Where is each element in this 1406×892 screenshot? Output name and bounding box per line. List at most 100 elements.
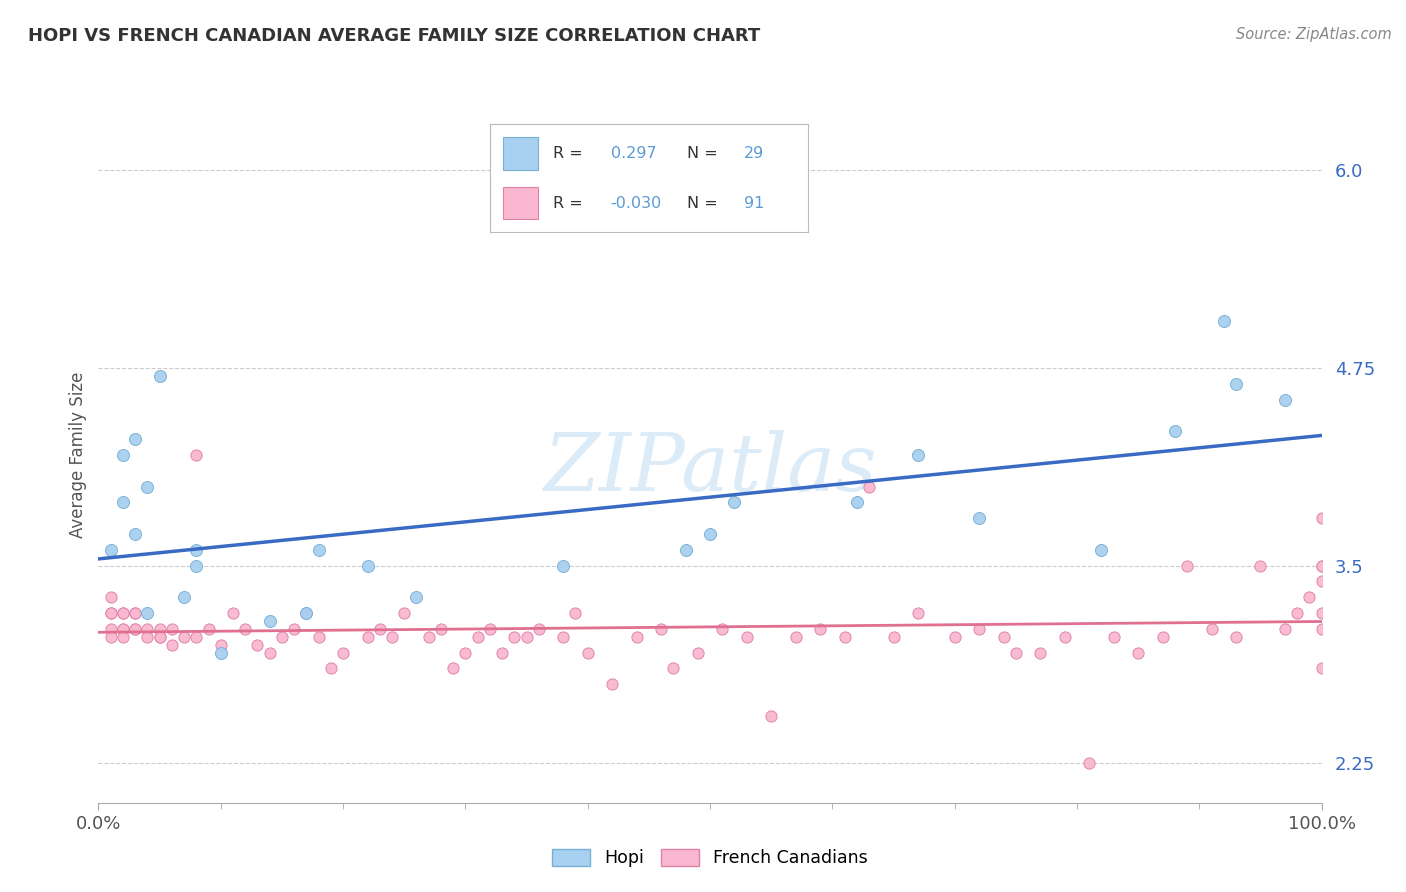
Point bbox=[553, 558, 575, 573]
Point bbox=[576, 646, 599, 660]
Point bbox=[149, 368, 172, 383]
Point bbox=[478, 622, 501, 636]
Point bbox=[454, 646, 477, 660]
Point bbox=[149, 630, 172, 644]
FancyBboxPatch shape bbox=[502, 137, 537, 169]
Point bbox=[111, 622, 134, 636]
Point bbox=[136, 630, 159, 644]
Point bbox=[173, 630, 195, 644]
Point bbox=[1128, 646, 1150, 660]
Point bbox=[1212, 313, 1234, 327]
Point bbox=[136, 479, 159, 493]
Point bbox=[124, 432, 146, 446]
Point bbox=[467, 630, 489, 644]
Legend: Hopi, French Canadians: Hopi, French Canadians bbox=[546, 842, 875, 874]
Point bbox=[173, 591, 195, 605]
Point bbox=[1286, 606, 1309, 620]
Point bbox=[527, 622, 550, 636]
Point bbox=[100, 591, 122, 605]
Point bbox=[136, 606, 159, 620]
Point bbox=[209, 638, 232, 652]
Point bbox=[907, 606, 929, 620]
Text: HOPI VS FRENCH CANADIAN AVERAGE FAMILY SIZE CORRELATION CHART: HOPI VS FRENCH CANADIAN AVERAGE FAMILY S… bbox=[28, 27, 761, 45]
Point bbox=[356, 558, 378, 573]
Point bbox=[1310, 661, 1333, 675]
Point bbox=[686, 646, 709, 660]
Point bbox=[356, 630, 378, 644]
Point bbox=[735, 630, 758, 644]
Point bbox=[600, 677, 623, 691]
Point bbox=[1164, 424, 1187, 438]
Point bbox=[259, 614, 281, 628]
Point bbox=[1310, 622, 1333, 636]
Point bbox=[332, 646, 354, 660]
Point bbox=[1274, 392, 1296, 407]
Point bbox=[186, 542, 208, 557]
Text: -0.030: -0.030 bbox=[610, 195, 662, 211]
Point bbox=[503, 630, 526, 644]
Point bbox=[186, 630, 208, 644]
Point bbox=[808, 622, 831, 636]
Point bbox=[100, 542, 122, 557]
Point bbox=[368, 622, 391, 636]
Point bbox=[111, 448, 134, 462]
Point bbox=[392, 606, 416, 620]
Point bbox=[967, 511, 990, 525]
Point bbox=[761, 708, 783, 723]
Point bbox=[515, 630, 537, 644]
Point bbox=[136, 622, 159, 636]
Point bbox=[993, 630, 1015, 644]
Point bbox=[283, 622, 305, 636]
Point bbox=[111, 606, 134, 620]
Point bbox=[662, 661, 685, 675]
Point bbox=[1310, 511, 1333, 525]
Point bbox=[553, 630, 575, 644]
Point bbox=[1175, 558, 1198, 573]
Point bbox=[100, 630, 122, 644]
Point bbox=[441, 661, 464, 675]
Point bbox=[111, 606, 134, 620]
Point bbox=[430, 622, 453, 636]
Point bbox=[270, 630, 294, 644]
Point bbox=[1310, 574, 1333, 589]
Point bbox=[1102, 630, 1125, 644]
Point bbox=[100, 622, 122, 636]
Point bbox=[1053, 630, 1076, 644]
Point bbox=[209, 646, 232, 660]
Point bbox=[967, 622, 990, 636]
Point bbox=[1274, 622, 1296, 636]
Point bbox=[186, 558, 208, 573]
Point bbox=[845, 495, 868, 509]
Point bbox=[160, 638, 183, 652]
Point bbox=[124, 622, 146, 636]
Point bbox=[650, 622, 672, 636]
Point bbox=[1004, 646, 1026, 660]
Point bbox=[149, 622, 172, 636]
Text: N =: N = bbox=[688, 195, 718, 211]
Point bbox=[564, 606, 586, 620]
Text: R =: R = bbox=[554, 195, 583, 211]
Point bbox=[295, 606, 318, 620]
Point bbox=[160, 622, 183, 636]
Point bbox=[834, 630, 856, 644]
Point bbox=[1310, 558, 1333, 573]
Text: N =: N = bbox=[688, 146, 718, 161]
Point bbox=[124, 622, 146, 636]
Text: 91: 91 bbox=[744, 195, 765, 211]
Point bbox=[197, 622, 219, 636]
Point bbox=[723, 495, 745, 509]
Point bbox=[186, 448, 208, 462]
Point bbox=[858, 479, 880, 493]
Point bbox=[1078, 756, 1101, 771]
Point bbox=[491, 646, 513, 660]
Point bbox=[418, 630, 440, 644]
Point bbox=[1310, 606, 1333, 620]
Point bbox=[1152, 630, 1174, 644]
Point bbox=[1090, 542, 1112, 557]
Point bbox=[308, 630, 330, 644]
Text: ZIPatlas: ZIPatlas bbox=[543, 430, 877, 508]
Point bbox=[907, 448, 929, 462]
Point bbox=[405, 591, 427, 605]
Text: 29: 29 bbox=[744, 146, 765, 161]
Point bbox=[1298, 591, 1320, 605]
